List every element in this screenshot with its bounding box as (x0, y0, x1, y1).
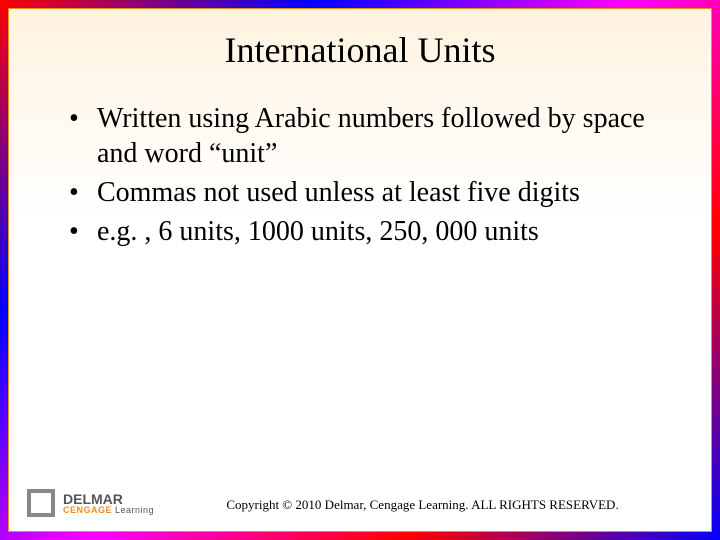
logo-brand-primary: DELMAR (63, 492, 154, 506)
slide-frame: International Units Written using Arabic… (8, 8, 712, 532)
logo-cengage-word: CENGAGE (63, 505, 112, 515)
slide-border-decoration: International Units Written using Arabic… (0, 0, 720, 540)
bullet-list: Written using Arabic numbers followed by… (9, 101, 711, 249)
slide-title: International Units (9, 29, 711, 71)
bullet-item: Commas not used unless at least five dig… (69, 175, 671, 210)
bullet-item: e.g. , 6 units, 1000 units, 250, 000 uni… (69, 214, 671, 249)
logo-brand-secondary: CENGAGE Learning (63, 506, 154, 515)
bullet-item: Written using Arabic numbers followed by… (69, 101, 671, 171)
slide-content: International Units Written using Arabic… (9, 9, 711, 531)
publisher-logo: DELMAR CENGAGE Learning (29, 491, 154, 515)
logo-learning-word: Learning (112, 505, 154, 515)
logo-squares-icon (29, 491, 53, 515)
logo-text-group: DELMAR CENGAGE Learning (63, 492, 154, 515)
slide-footer: DELMAR CENGAGE Learning Copyright © 2010… (9, 491, 711, 515)
copyright-text: Copyright © 2010 Delmar, Cengage Learnin… (154, 497, 691, 515)
